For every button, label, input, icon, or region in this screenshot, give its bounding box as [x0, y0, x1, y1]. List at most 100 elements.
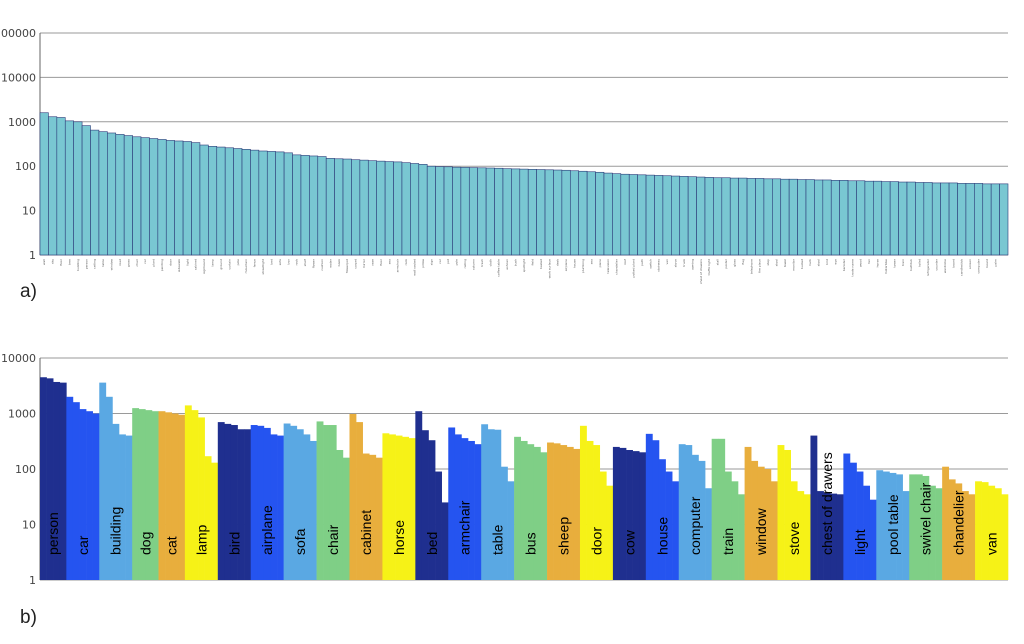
- bar: [257, 425, 265, 580]
- bar: [814, 179, 824, 256]
- bar: [612, 446, 620, 580]
- bar: [856, 471, 864, 580]
- bar: [174, 140, 184, 256]
- x-tick-label: pot: [446, 258, 450, 264]
- bar: [485, 167, 495, 256]
- bar: [923, 182, 933, 256]
- x-tick-label: motorbike: [884, 259, 888, 274]
- bar: [125, 435, 133, 580]
- group-label: lamp: [193, 524, 209, 555]
- bar: [974, 183, 984, 256]
- bar: [64, 120, 74, 256]
- x-tick-label: path: [640, 259, 644, 266]
- x-tick-label: window: [110, 258, 114, 270]
- bar: [178, 414, 186, 580]
- bar: [763, 178, 773, 256]
- x-tick-label: bucket: [800, 258, 804, 269]
- bar: [797, 491, 805, 580]
- x-tick-label: step: [766, 259, 770, 266]
- bar: [671, 175, 681, 256]
- bar: [999, 183, 1009, 256]
- bar: [533, 446, 541, 580]
- bar: [869, 499, 877, 580]
- bar: [263, 427, 271, 580]
- x-tick-label: armchair: [396, 258, 400, 272]
- bar: [965, 183, 975, 256]
- x-tick-label: chest of drawers: [699, 259, 703, 284]
- x-tick-label: palm: [993, 259, 997, 267]
- x-tick-label: railing: [463, 259, 467, 268]
- x-tick-label: wall: [42, 259, 46, 265]
- x-tick-label: field: [530, 259, 534, 266]
- bar: [603, 172, 613, 256]
- bar: [527, 169, 537, 256]
- x-tick-label: trade name: [850, 259, 854, 277]
- bar: [258, 150, 268, 256]
- group-label: bed: [424, 532, 440, 555]
- x-tick-label: book: [337, 259, 341, 267]
- x-tick-label: desk: [556, 259, 560, 266]
- group-label: train: [720, 528, 736, 555]
- x-tick-label: fire place: [758, 259, 762, 273]
- x-tick-label: table: [101, 259, 105, 267]
- bar: [211, 462, 219, 580]
- x-tick-label: refrigerator: [926, 258, 930, 276]
- bar: [810, 435, 818, 580]
- x-tick-label: bulb: [808, 259, 812, 266]
- bar: [780, 178, 790, 256]
- group-label: computer: [687, 496, 703, 555]
- bar: [724, 471, 732, 580]
- bar: [421, 430, 429, 580]
- bar: [487, 429, 495, 580]
- y-tick-label: 1000: [8, 116, 36, 129]
- x-tick-label: light: [185, 258, 189, 265]
- x-tick-label: water: [328, 258, 332, 267]
- x-tick-label: chair: [135, 258, 139, 266]
- bar: [777, 445, 785, 580]
- bar: [507, 481, 515, 580]
- bar: [909, 474, 917, 580]
- bar: [696, 176, 706, 256]
- x-tick-label: ceiling: [93, 259, 97, 269]
- x-tick-label: basket: [539, 258, 543, 269]
- bar: [415, 411, 423, 580]
- x-tick-label: curtain: [227, 259, 231, 270]
- bar: [520, 440, 528, 580]
- bar: [270, 434, 278, 580]
- x-tick-label: spotlight: [522, 258, 526, 272]
- x-tick-label: train: [901, 259, 905, 266]
- bar: [56, 117, 66, 256]
- x-tick-label: grass: [126, 259, 130, 268]
- x-tick-label: work surface: [547, 259, 551, 278]
- bar: [132, 408, 140, 580]
- bar: [553, 443, 561, 580]
- x-tick-label: counter: [934, 258, 938, 270]
- bar: [441, 502, 449, 580]
- bar: [628, 174, 638, 256]
- x-tick-label: television: [606, 259, 610, 274]
- bar: [79, 409, 87, 580]
- bar: [511, 168, 521, 256]
- bar: [334, 158, 344, 256]
- group-label: cow: [621, 529, 637, 555]
- bar: [922, 475, 930, 580]
- bar: [115, 134, 125, 256]
- x-tick-label: towel: [783, 259, 787, 267]
- bar: [593, 445, 601, 580]
- x-tick-label: flag: [741, 259, 745, 265]
- bar: [216, 146, 226, 256]
- bar: [123, 135, 133, 256]
- bar: [797, 179, 807, 256]
- bar: [687, 176, 697, 256]
- x-tick-label: mirror: [362, 258, 366, 268]
- x-tick-label: flowerpot: [345, 258, 349, 273]
- bar: [494, 167, 504, 256]
- bar: [119, 434, 126, 580]
- group-label: armchair: [457, 500, 473, 555]
- x-tick-label: trash: [480, 259, 484, 267]
- group-label: table: [490, 524, 506, 555]
- bar: [112, 423, 120, 580]
- x-tick-label: traffic light: [707, 258, 711, 275]
- bar: [165, 412, 173, 580]
